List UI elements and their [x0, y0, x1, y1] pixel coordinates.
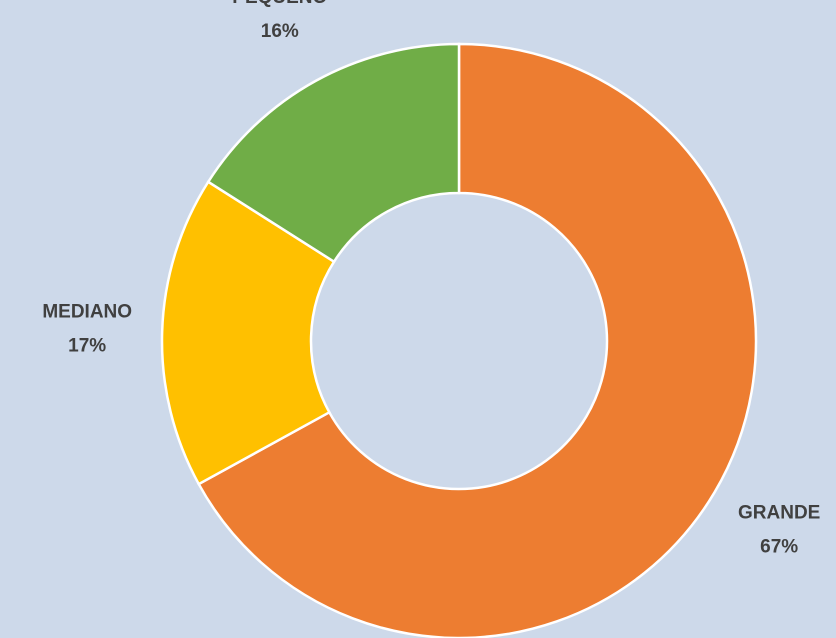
- donut-slice: [206, 42, 461, 264]
- value-label: 17%: [68, 335, 106, 356]
- value-label: 67%: [760, 536, 798, 557]
- donut-slice: [160, 180, 336, 486]
- value-label: 16%: [261, 21, 299, 42]
- slice-label: MEDIANO: [42, 301, 132, 322]
- slice-label: GRANDE: [738, 502, 820, 523]
- donut-slice: [197, 42, 758, 638]
- slice-label: PEQUEÑO: [232, 0, 327, 8]
